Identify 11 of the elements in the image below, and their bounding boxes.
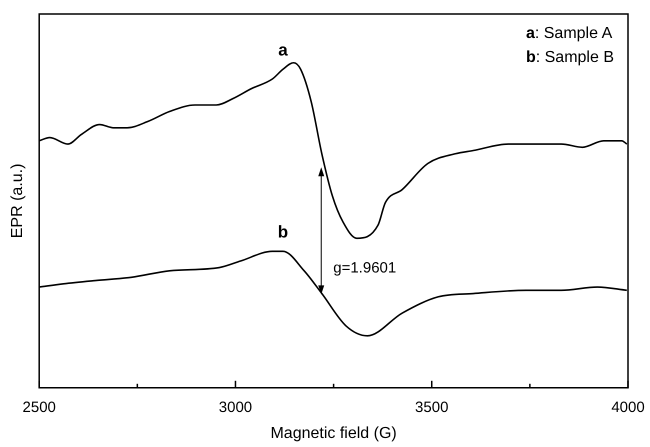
x-tick-label: 2500 (22, 398, 56, 416)
annotation: g=1.9601 (333, 259, 396, 276)
x-tick-label: 4000 (611, 398, 645, 416)
series-label: b (278, 222, 288, 242)
y-axis-title: EPR (a.u.) (9, 164, 26, 238)
x-tick-label: 3000 (218, 398, 252, 416)
x-tick-label: 3500 (415, 398, 448, 416)
annotation: b: Sample B (526, 48, 614, 68)
series-label: a (278, 40, 288, 60)
text: a: Sample A (526, 24, 614, 44)
x-axis-title: Magnetic field (G) (270, 424, 397, 442)
